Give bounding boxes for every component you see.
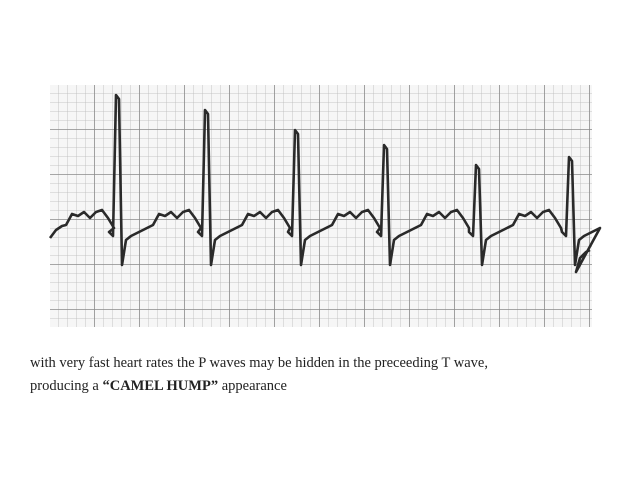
ecg-trace [48, 93, 602, 274]
caption-line: producing a “CAMEL HUMP” appearance [30, 378, 287, 395]
ecg-strip [48, 85, 602, 327]
caption-text: producing a [30, 378, 103, 394]
caption-text: appearance [218, 378, 287, 394]
grid-bold [50, 85, 592, 327]
caption-line: with very fast heart rates the P waves m… [30, 355, 488, 371]
caption-bold: “CAMEL HUMP” [102, 378, 219, 394]
